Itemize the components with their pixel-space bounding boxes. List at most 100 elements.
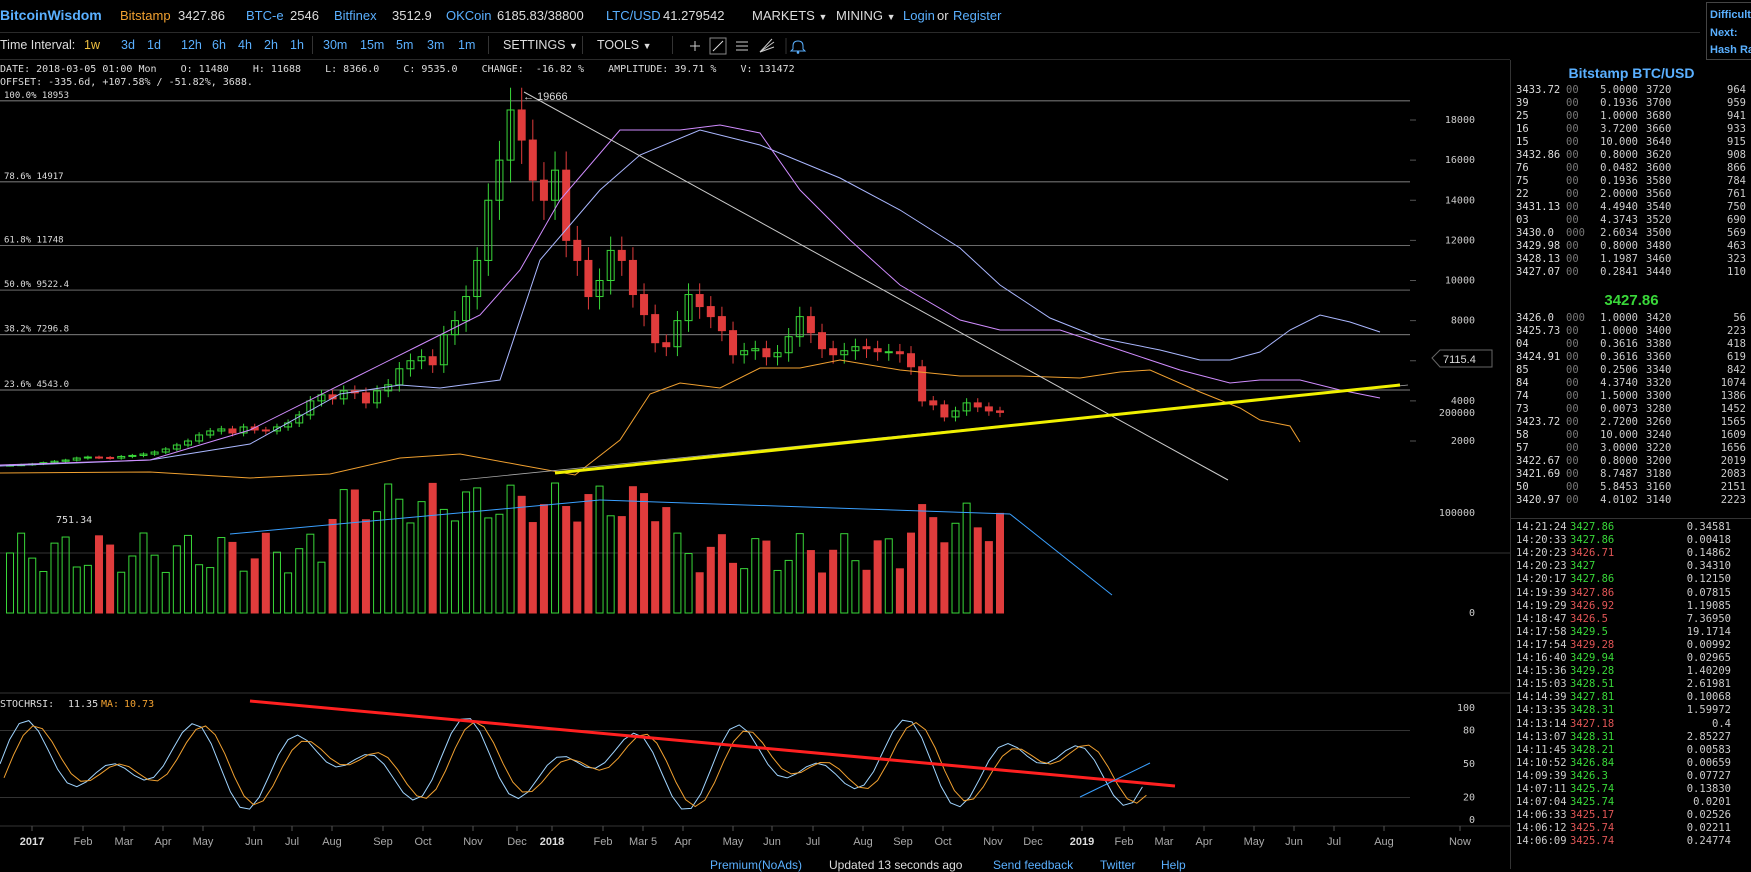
- alert-bell-icon[interactable]: [789, 40, 807, 54]
- settings-menu[interactable]: SETTINGS ▼: [503, 38, 578, 52]
- orderbook-cell: 0.1936: [1600, 97, 1638, 109]
- candle: [717, 306, 726, 342]
- help-link[interactable]: Help: [1161, 858, 1186, 872]
- ticker-okcoin-name[interactable]: OKCoin: [446, 8, 492, 23]
- interval-6h[interactable]: 6h: [212, 38, 226, 52]
- trade-cell: 3427: [1570, 560, 1596, 573]
- markets-menu[interactable]: MARKETS ▼: [752, 8, 828, 23]
- candle-body: [584, 259, 593, 298]
- volume-bar: [395, 498, 404, 614]
- trade-row: 14:16:40 3429.94 0.02965: [1516, 652, 1748, 665]
- orderbook-cell: 57: [1516, 442, 1529, 454]
- interval-1h[interactable]: 1h: [290, 38, 304, 52]
- orderbook-row: 3422.67 00 0.8000 3200 2019: [1516, 455, 1748, 468]
- candle-info-line2: OFFSET: -335.6d, +107.58% / -51.82%, 368…: [0, 77, 253, 88]
- orderbook-cell: 00: [1566, 240, 1579, 252]
- volume-bar: [684, 553, 693, 614]
- trade-cell: 3425.74: [1570, 835, 1615, 848]
- candle: [562, 151, 571, 258]
- interval-1m[interactable]: 1m: [458, 38, 476, 52]
- trade-row: 14:14:39 3427.81 0.10068: [1516, 691, 1748, 704]
- volume-bar: [350, 489, 359, 614]
- interval-4h[interactable]: 4h: [238, 38, 252, 52]
- ticker-ltc-name[interactable]: LTC/USD: [606, 8, 661, 23]
- tools-menu[interactable]: TOOLS ▼: [597, 38, 652, 52]
- interval-1d[interactable]: 1d: [147, 38, 161, 52]
- orderbook-cell: 1.1987: [1600, 253, 1638, 265]
- login-link[interactable]: Login: [903, 8, 935, 23]
- trade-row: 14:13:35 3428.31 1.59972: [1516, 704, 1748, 717]
- premium-link[interactable]: Premium(NoAds): [710, 858, 803, 872]
- interval-2h[interactable]: 2h: [264, 38, 278, 52]
- candle-body: [61, 459, 70, 462]
- candle-body: [239, 426, 248, 434]
- crosshair-tool-icon[interactable]: [690, 41, 700, 51]
- logo[interactable]: BitcoinWisdom: [0, 7, 102, 23]
- ticker-btce-name[interactable]: BTC-e: [246, 8, 284, 23]
- trade-row: 14:06:33 3425.17 0.02526: [1516, 809, 1748, 822]
- volume-bar: [628, 486, 637, 614]
- interval-1w[interactable]: 1w: [84, 38, 100, 52]
- volume-bar: [417, 501, 426, 614]
- orderbook-cell: 3300: [1646, 390, 1672, 402]
- time-tick-label: May: [1244, 836, 1265, 848]
- chevron-down-icon: ▼: [886, 12, 896, 22]
- orderbook-cell: 3500: [1646, 227, 1672, 239]
- volume-bar: [228, 541, 237, 614]
- twitter-link[interactable]: Twitter: [1100, 858, 1136, 872]
- orderbook-cell: 3240: [1646, 429, 1672, 441]
- volume-bar: [918, 504, 927, 614]
- volume-tick-label: 200000: [1439, 408, 1475, 419]
- volume-bar: [528, 522, 537, 614]
- lower-band-line: [0, 359, 1301, 479]
- ticker-bitfinex-name[interactable]: Bitfinex: [334, 8, 377, 23]
- fib-levels: 100.0% 18953 78.6% 14917 61.8% 11748 50.0% …: [0, 91, 1410, 391]
- interval-15m[interactable]: 15m: [360, 38, 385, 52]
- candle: [228, 425, 237, 437]
- price-tick-label: 12000: [1445, 235, 1475, 246]
- orderbook-cell: 3429.98: [1516, 240, 1561, 252]
- orderbook-row: 75 00 0.1936 3580 784: [1516, 175, 1748, 188]
- orderbook-row: 3432.86 00 0.8000 3620 908: [1516, 149, 1748, 162]
- chevron-down-icon: ▼: [642, 41, 652, 51]
- trade-cell: 14:20:33: [1516, 534, 1567, 547]
- orderbook-cell: 00: [1566, 442, 1579, 454]
- orderbook-row: 22 00 2.0000 3560 761: [1516, 188, 1748, 201]
- orderbook-cell: 3280: [1646, 403, 1672, 415]
- candle-body: [606, 249, 615, 281]
- interval-5m[interactable]: 5m: [396, 38, 414, 52]
- candle: [217, 425, 226, 435]
- orderbook-cell: 00: [1566, 162, 1579, 174]
- feedback-link[interactable]: Send feedback: [993, 858, 1074, 872]
- candle: [72, 456, 81, 462]
- orderbook-cell: 50: [1516, 481, 1529, 493]
- volume-bar: [539, 504, 548, 614]
- trade-cell: 0.24774: [1686, 835, 1731, 848]
- time-tick-label: Sep: [893, 836, 913, 848]
- trade-row: 14:07:04 3425.74 0.0201: [1516, 796, 1748, 809]
- time-tick-label: Aug: [853, 836, 873, 848]
- interval-3d[interactable]: 3d: [121, 38, 135, 52]
- time-tick-label: Feb: [1115, 836, 1134, 848]
- candle: [628, 247, 637, 308]
- orderbook-row: 76 00 0.0482 3600 866: [1516, 162, 1748, 175]
- orderbook-cell: 1.0000: [1600, 110, 1638, 122]
- orderbook-cell: 3430.0: [1516, 227, 1554, 239]
- ticker-bitstamp-name[interactable]: Bitstamp: [120, 8, 171, 23]
- volume-bar: [373, 511, 382, 614]
- orderbook-row: 50 00 5.8453 3160 2151: [1516, 481, 1748, 494]
- interval-3m[interactable]: 3m: [427, 38, 445, 52]
- trade-cell: 3427.86: [1570, 573, 1615, 586]
- fib-tool-icon[interactable]: [736, 41, 748, 51]
- price-chart[interactable]: 100.0% 18953 78.6% 14917 61.8% 11748 50.0% …: [0, 80, 1510, 869]
- mining-menu[interactable]: MINING ▼: [836, 8, 896, 23]
- interval-30m[interactable]: 30m: [323, 38, 348, 52]
- fan-tool-icon[interactable]: [759, 38, 775, 53]
- orderbook-cell: 0.3616: [1600, 351, 1638, 363]
- register-link[interactable]: Register: [953, 8, 1002, 23]
- volume-bar: [328, 518, 337, 614]
- orderbook-row: 3431.13 00 4.4940 3540 750: [1516, 201, 1748, 214]
- line-tool-icon[interactable]: [709, 37, 727, 55]
- orderbook-cell: 10.000: [1600, 429, 1638, 441]
- interval-12h[interactable]: 12h: [181, 38, 202, 52]
